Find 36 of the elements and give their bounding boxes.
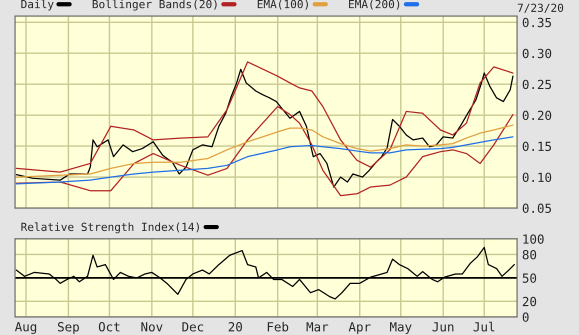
x-tick-label: Apr	[348, 322, 371, 334]
legend-label: Bollinger Bands(20)	[92, 0, 217, 11]
y-tick-label: 0.15	[522, 142, 552, 152]
x-tick-label: Jul	[474, 322, 494, 332]
legend-label: Relative Strength Index(14)	[21, 222, 199, 234]
x-tick-label: May	[390, 322, 412, 334]
y-tick-label: 0.05	[522, 204, 552, 213]
x-tick-label: 20	[228, 322, 242, 332]
x-tick-label: Mar	[306, 322, 328, 332]
line-series	[16, 106, 514, 196]
legend-label: Daily	[21, 0, 54, 10]
line-series	[16, 246, 515, 300]
line-series	[16, 136, 514, 185]
x-tick-label: Sep	[58, 322, 79, 334]
y-tick-label: 0.10	[522, 172, 552, 182]
y-tick-label: 0.20	[522, 110, 552, 120]
y-tick-label: 0.25	[522, 80, 552, 90]
y-tick-label: 80	[522, 250, 536, 260]
y-tick-label: 20	[522, 296, 536, 306]
y-tick-label: 0.30	[522, 48, 552, 58]
x-tick-label: Feb	[268, 322, 288, 332]
line-series	[16, 68, 514, 188]
y-tick-label: 50	[522, 273, 536, 283]
x-tick-label: Oct	[98, 322, 120, 332]
x-tick-label: Nov	[141, 322, 163, 332]
y-tick-label: 0.35	[522, 18, 552, 28]
text: 7/23/20	[518, 4, 564, 13]
x-tick-label: Jun	[432, 322, 454, 332]
x-tick-label: Aug	[14, 322, 36, 334]
line-series	[16, 124, 514, 178]
legend-label: EMA(100)	[258, 0, 308, 10]
x-tick-label: Dec	[182, 322, 204, 332]
legend-label: EMA(200)	[349, 0, 400, 10]
y-tick-label: 100	[523, 234, 544, 244]
y-tick-label: 0	[522, 312, 529, 322]
line-series	[16, 61, 514, 173]
